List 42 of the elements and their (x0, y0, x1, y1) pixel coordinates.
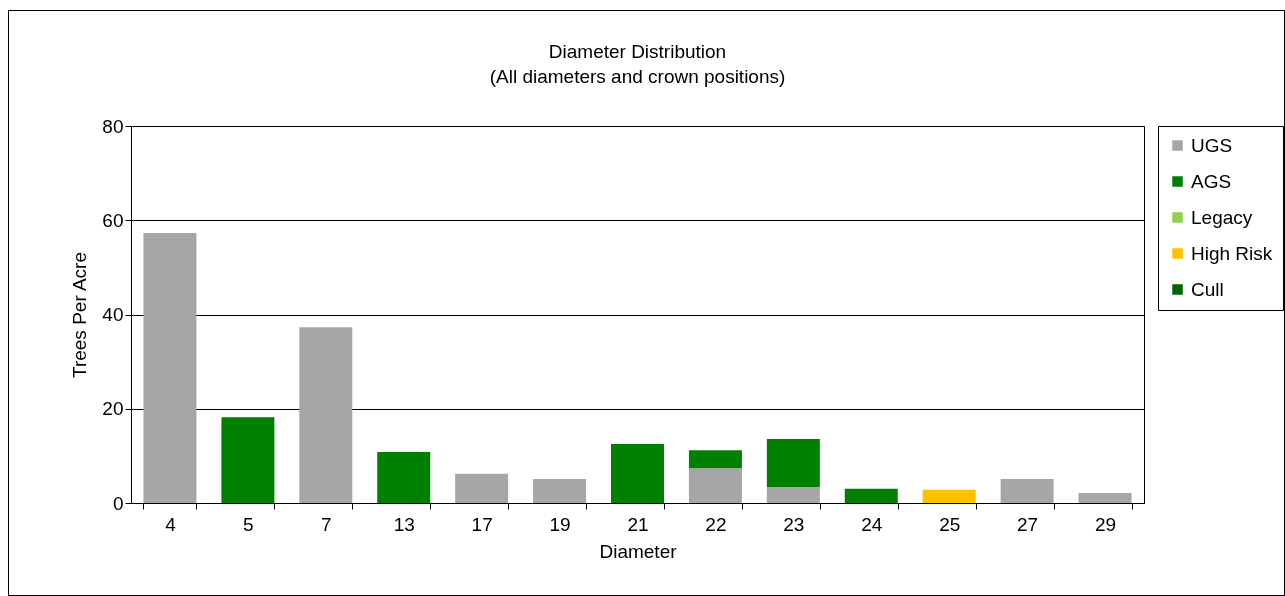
y-tick-label: 0 (112, 492, 124, 514)
x-tick-label: 27 (1017, 513, 1039, 535)
x-tick-label: 25 (939, 513, 961, 535)
bar (922, 489, 976, 503)
chart-subtitle: (All diameters and crown positions) (489, 66, 786, 87)
bar (688, 468, 742, 503)
bar (611, 444, 664, 503)
x-tick-label: 19 (549, 513, 571, 535)
bar (766, 486, 820, 503)
bar (1078, 493, 1132, 503)
bar (844, 488, 898, 503)
x-tick-label: 7 (321, 513, 332, 535)
y-tick-label: 40 (102, 304, 124, 325)
bar (143, 232, 197, 503)
bar (533, 478, 587, 503)
y-tick-label: 60 (102, 209, 124, 231)
chart-title: Diameter Distribution (548, 41, 727, 62)
y-tick-label: 20 (102, 398, 124, 420)
legend-label: Legacy (1191, 206, 1253, 228)
x-tick-label: 29 (1094, 513, 1117, 535)
bar (688, 450, 742, 469)
bar (766, 438, 820, 487)
x-tick-label: 23 (783, 513, 805, 535)
legend-label: High Risk (1191, 242, 1273, 264)
bar (377, 452, 431, 503)
x-tick-label: 24 (861, 513, 883, 535)
y-axis-title: Trees Per Acre (69, 251, 91, 379)
x-axis-title: Diameter (599, 540, 678, 562)
legend-label: AGS (1191, 170, 1232, 192)
x-tick-label: 4 (165, 513, 177, 535)
x-tick-label: 13 (393, 513, 415, 535)
bar (1000, 478, 1054, 503)
x-tick-label: 5 (243, 513, 254, 535)
x-tick-label: 17 (471, 513, 493, 535)
bar (455, 473, 509, 503)
x-tick-label: 21 (627, 513, 649, 535)
bar (299, 327, 353, 503)
y-tick-label: 80 (102, 115, 124, 137)
bar (221, 417, 275, 503)
x-tick-label: 22 (705, 513, 727, 535)
legend-label: Cull (1191, 278, 1224, 300)
legend-label: UGS (1191, 134, 1233, 156)
